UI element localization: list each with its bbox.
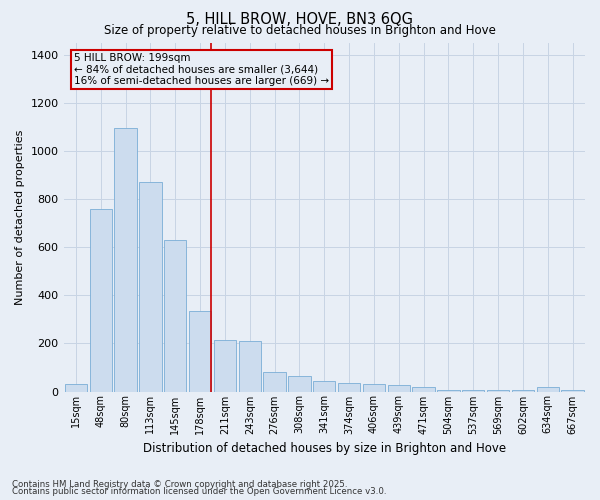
Bar — [214, 340, 236, 392]
Bar — [388, 386, 410, 392]
Bar — [536, 386, 559, 392]
Text: Size of property relative to detached houses in Brighton and Hove: Size of property relative to detached ho… — [104, 24, 496, 37]
Bar — [338, 383, 360, 392]
Text: 5, HILL BROW, HOVE, BN3 6QG: 5, HILL BROW, HOVE, BN3 6QG — [187, 12, 413, 28]
Bar — [263, 372, 286, 392]
Bar — [512, 390, 534, 392]
Text: Contains HM Land Registry data © Crown copyright and database right 2025.: Contains HM Land Registry data © Crown c… — [12, 480, 347, 489]
Bar — [462, 390, 484, 392]
Bar — [65, 384, 87, 392]
Bar — [288, 376, 311, 392]
Bar — [437, 390, 460, 392]
Bar — [164, 240, 187, 392]
Bar — [313, 380, 335, 392]
Bar — [487, 390, 509, 392]
Bar — [239, 341, 261, 392]
Bar — [363, 384, 385, 392]
Bar — [115, 128, 137, 392]
Bar — [139, 182, 161, 392]
Bar — [412, 386, 435, 392]
Bar — [189, 311, 211, 392]
Bar — [562, 390, 584, 392]
Text: Contains public sector information licensed under the Open Government Licence v3: Contains public sector information licen… — [12, 487, 386, 496]
Text: 5 HILL BROW: 199sqm
← 84% of detached houses are smaller (3,644)
16% of semi-det: 5 HILL BROW: 199sqm ← 84% of detached ho… — [74, 53, 329, 86]
X-axis label: Distribution of detached houses by size in Brighton and Hove: Distribution of detached houses by size … — [143, 442, 506, 455]
Y-axis label: Number of detached properties: Number of detached properties — [15, 130, 25, 304]
Bar — [89, 208, 112, 392]
